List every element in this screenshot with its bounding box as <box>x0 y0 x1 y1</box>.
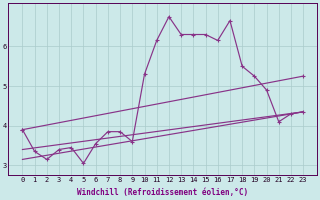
X-axis label: Windchill (Refroidissement éolien,°C): Windchill (Refroidissement éolien,°C) <box>77 188 248 197</box>
